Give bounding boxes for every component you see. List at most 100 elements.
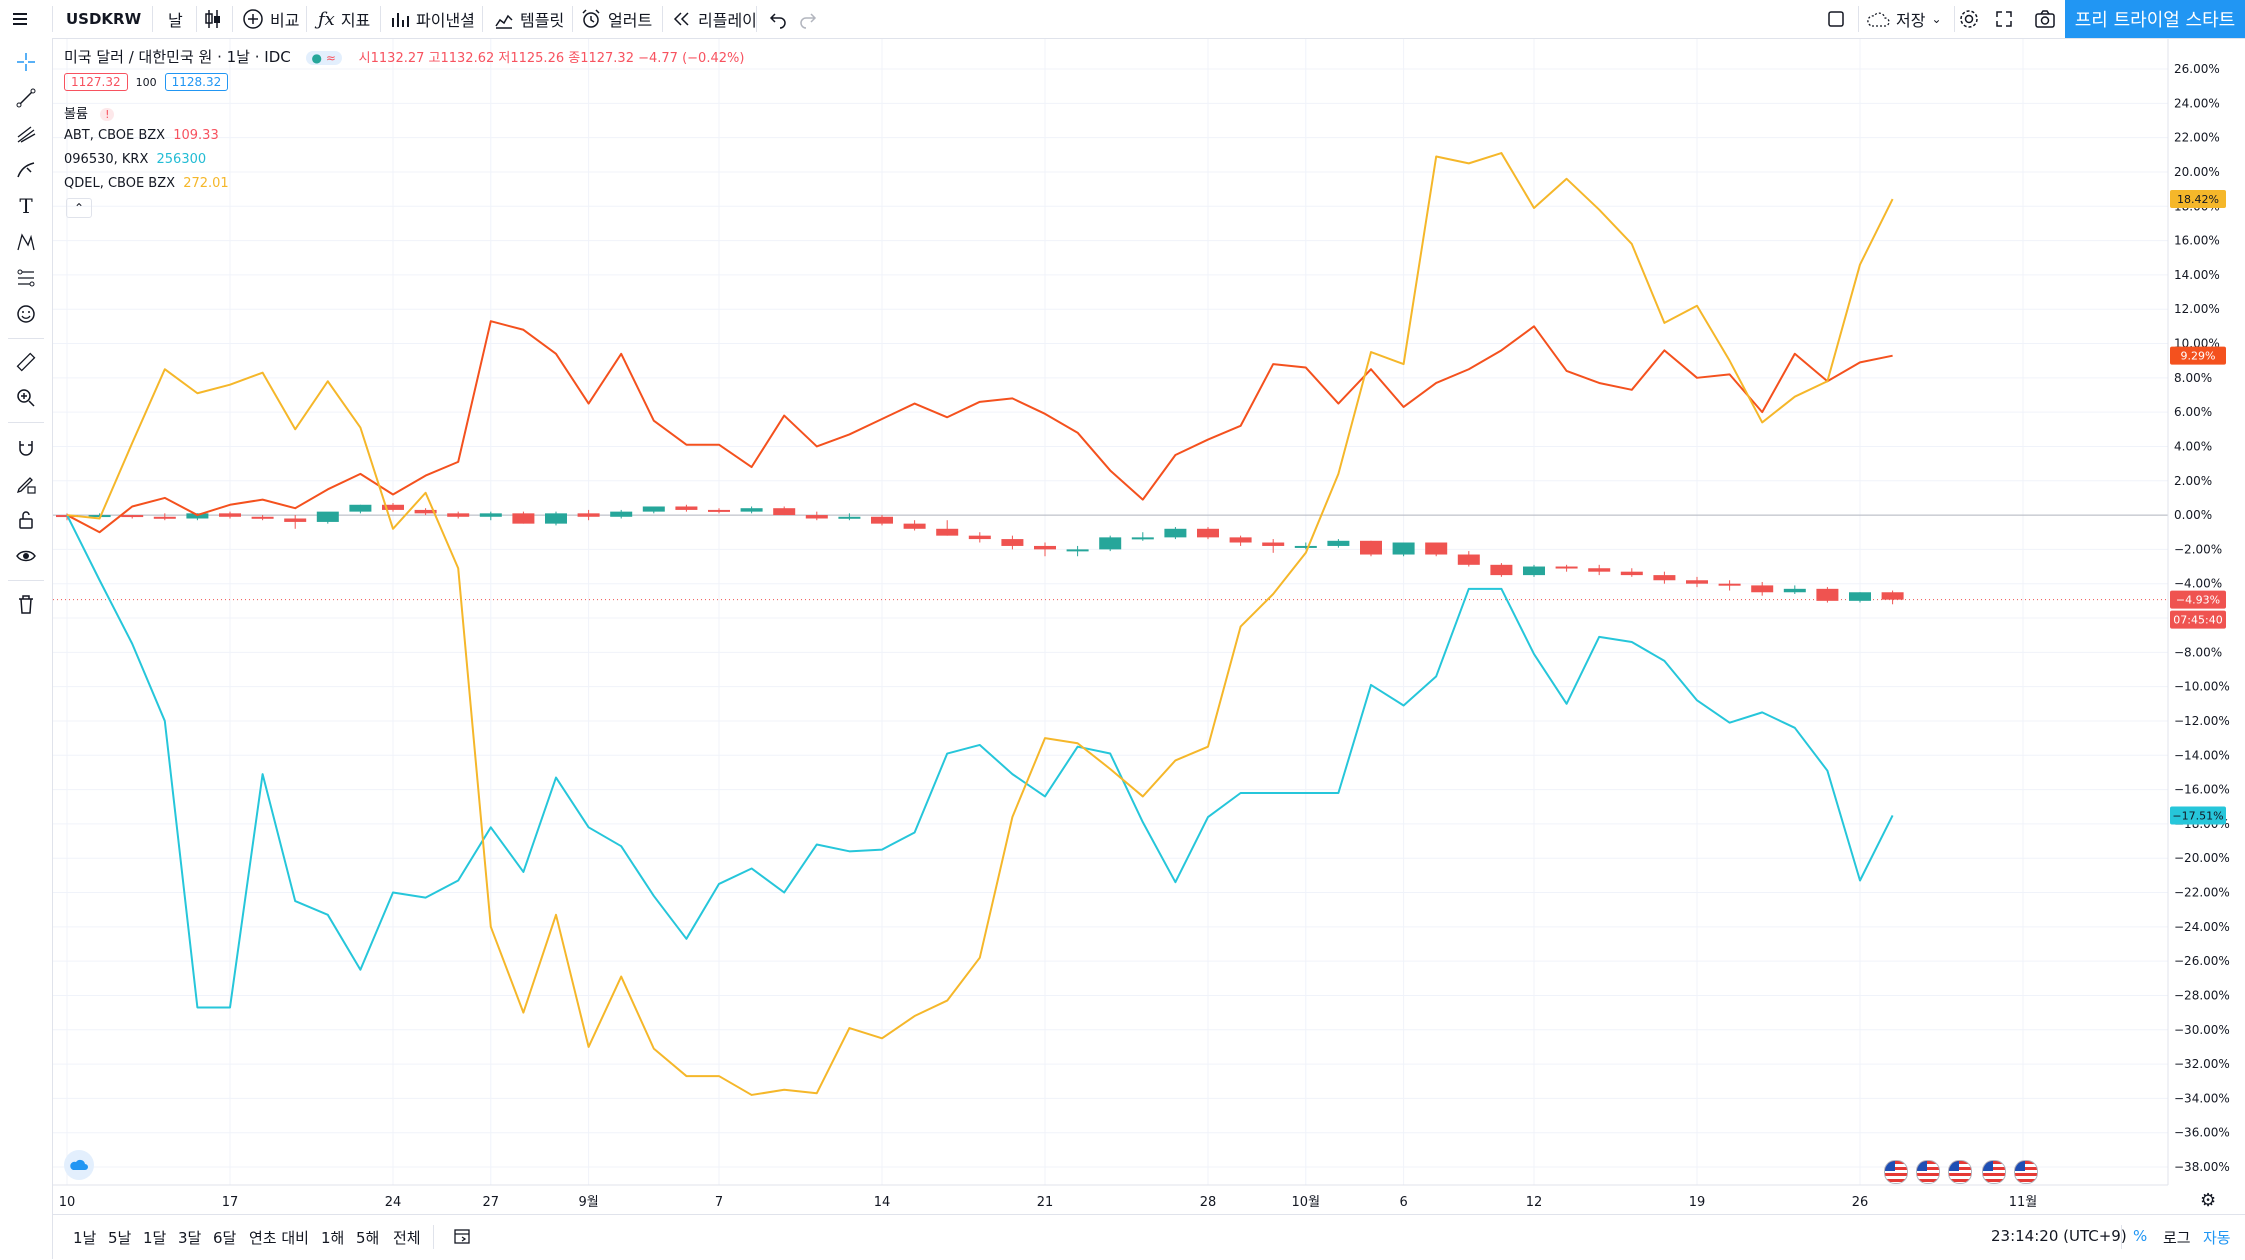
text-tool[interactable]: T: [12, 192, 40, 220]
symbol-search-button[interactable]: USDKRW: [66, 0, 141, 38]
save-button[interactable]: 저장 ⌄: [1866, 0, 1942, 38]
auto-toggle[interactable]: 자동: [2203, 1229, 2231, 1247]
volume-legend: 볼륨 !: [64, 103, 115, 122]
legend-abt[interactable]: ABT, CBOE BZX 109.33: [64, 128, 219, 143]
y-tick-label: −38.00%: [2174, 1160, 2230, 1174]
candle-body: [1294, 545, 1317, 548]
y-tick-label: 22.00%: [2174, 131, 2220, 145]
menu-button[interactable]: [10, 0, 30, 38]
percent-toggle[interactable]: %: [2133, 1227, 2148, 1245]
measure-tool[interactable]: [12, 348, 40, 376]
free-trial-button[interactable]: 프리 트라이얼 스타트: [2065, 0, 2245, 38]
candle-body: [577, 513, 600, 517]
buy-price-box[interactable]: 1128.32: [164, 73, 229, 91]
usdkrw-price-label: −4.93%: [2176, 594, 2220, 607]
volume-label[interactable]: 볼륨: [64, 107, 88, 122]
redo-button[interactable]: [798, 0, 818, 38]
candle-body: [1653, 575, 1676, 581]
settings-button[interactable]: [1958, 0, 1980, 38]
status-badge[interactable]: ● ≈: [305, 51, 342, 65]
candle-body: [1555, 566, 1578, 569]
alert-button[interactable]: 얼러트: [580, 0, 652, 38]
visibility-tool[interactable]: [12, 542, 40, 570]
logo[interactable]: [64, 1150, 94, 1180]
magnet-tool[interactable]: [12, 434, 40, 462]
candle-body: [773, 508, 796, 516]
range-ytd[interactable]: 연초 대비: [249, 1229, 309, 1247]
range-1d[interactable]: 1날: [73, 1229, 97, 1247]
range-6m[interactable]: 6달: [213, 1229, 237, 1247]
alert-label: 얼러트: [608, 11, 653, 30]
stay-drawing-tool[interactable]: [12, 470, 40, 498]
earnings-flag-icon[interactable]: [1916, 1160, 1940, 1184]
countdown-box: [2170, 610, 2226, 629]
trendline-icon: [16, 88, 36, 108]
undo-button[interactable]: [768, 0, 788, 38]
brush-tool[interactable]: [12, 156, 40, 184]
remove-drawings-tool[interactable]: [12, 590, 40, 618]
range-5d[interactable]: 5날: [108, 1229, 132, 1247]
chart-canvas[interactable]: 26.00%24.00%22.00%20.00%18.00%16.00%14.0…: [53, 39, 2245, 1214]
seegene-price-label: −17.51%: [2172, 809, 2223, 822]
earnings-flag-icon[interactable]: [1948, 1160, 1972, 1184]
y-tick-label: −4.00%: [2174, 577, 2222, 591]
prediction-tool[interactable]: [12, 264, 40, 292]
icon-tool[interactable]: [12, 300, 40, 328]
range-all[interactable]: 전체: [393, 1229, 421, 1247]
axis-settings-button[interactable]: ⚙: [2200, 1190, 2216, 1211]
plus-circle-icon: [243, 9, 263, 29]
y-tick-label: −32.00%: [2174, 1057, 2230, 1071]
y-tick-label: 4.00%: [2174, 439, 2212, 453]
range-5y[interactable]: 5해: [356, 1229, 380, 1247]
candle-body: [805, 515, 828, 519]
layout-button[interactable]: [1826, 0, 1846, 38]
abt-line: [66, 320, 1893, 534]
x-tick-label: 27: [483, 1195, 500, 1210]
zoom-tool[interactable]: [12, 384, 40, 412]
trendline-tool[interactable]: [12, 84, 40, 112]
range-1m[interactable]: 1달: [143, 1229, 167, 1247]
compare-button[interactable]: 비교: [242, 0, 299, 38]
x-tick-label: 24: [385, 1195, 402, 1210]
crosshair-tool[interactable]: [12, 48, 40, 76]
legend-096530[interactable]: 096530, KRX 256300: [64, 152, 206, 167]
y-tick-label: 12.00%: [2174, 302, 2220, 316]
sell-price-box[interactable]: 1127.32: [64, 73, 128, 91]
clock[interactable]: 23:14:20 (UTC+9): [1991, 1227, 2127, 1245]
earnings-flag-icon[interactable]: [1884, 1160, 1908, 1184]
time-axis: 10 17 24 27 9월 7 14 21 28 10월 6 12 19 26 11월: [53, 1184, 2168, 1210]
earnings-flag-icon[interactable]: [2014, 1160, 2038, 1184]
candle-body: [1457, 554, 1480, 565]
candle-body: [545, 513, 567, 524]
y-tick-label: −12.00%: [2174, 714, 2230, 728]
crosshair-icon: [17, 53, 35, 71]
lock-tool[interactable]: [12, 506, 40, 534]
fullscreen-button[interactable]: [1994, 0, 2014, 38]
chevron-up-icon: ⌃: [73, 201, 85, 215]
series-title[interactable]: 미국 달러 / 대한민국 원 · 1날 · IDC: [64, 48, 291, 66]
fib-tool[interactable]: [12, 120, 40, 148]
log-toggle[interactable]: 로그: [2163, 1229, 2191, 1247]
collapse-legend-button[interactable]: ⌃: [66, 198, 92, 218]
earnings-flag-icon[interactable]: [1982, 1160, 2006, 1184]
goto-date-button[interactable]: [453, 1227, 471, 1249]
legend-qdel[interactable]: QDEL, CBOE BZX 272.01: [64, 176, 229, 191]
replay-button[interactable]: 리플레이: [672, 0, 757, 38]
rewind-icon: [673, 12, 689, 26]
candle-body: [1490, 564, 1513, 576]
chart-style-button[interactable]: [204, 0, 222, 38]
legend-096530-value: 256300: [156, 152, 207, 167]
templates-button[interactable]: 템플릿: [494, 0, 564, 38]
financials-button[interactable]: 파이낸셜: [390, 0, 475, 38]
interval-button[interactable]: 날: [168, 0, 183, 38]
snapshot-button[interactable]: [2034, 0, 2056, 38]
trash-icon: [19, 595, 33, 614]
range-3m[interactable]: 3달: [178, 1229, 202, 1247]
indicators-button[interactable]: ƒx 지표: [318, 0, 370, 38]
range-1y[interactable]: 1해: [321, 1229, 345, 1247]
legend-qdel-value: 272.01: [183, 176, 229, 191]
candle-body: [316, 511, 339, 522]
alarm-clock-icon: [582, 9, 600, 28]
usdkrw-price-label-box: [2170, 590, 2226, 609]
pattern-tool[interactable]: [12, 228, 40, 256]
